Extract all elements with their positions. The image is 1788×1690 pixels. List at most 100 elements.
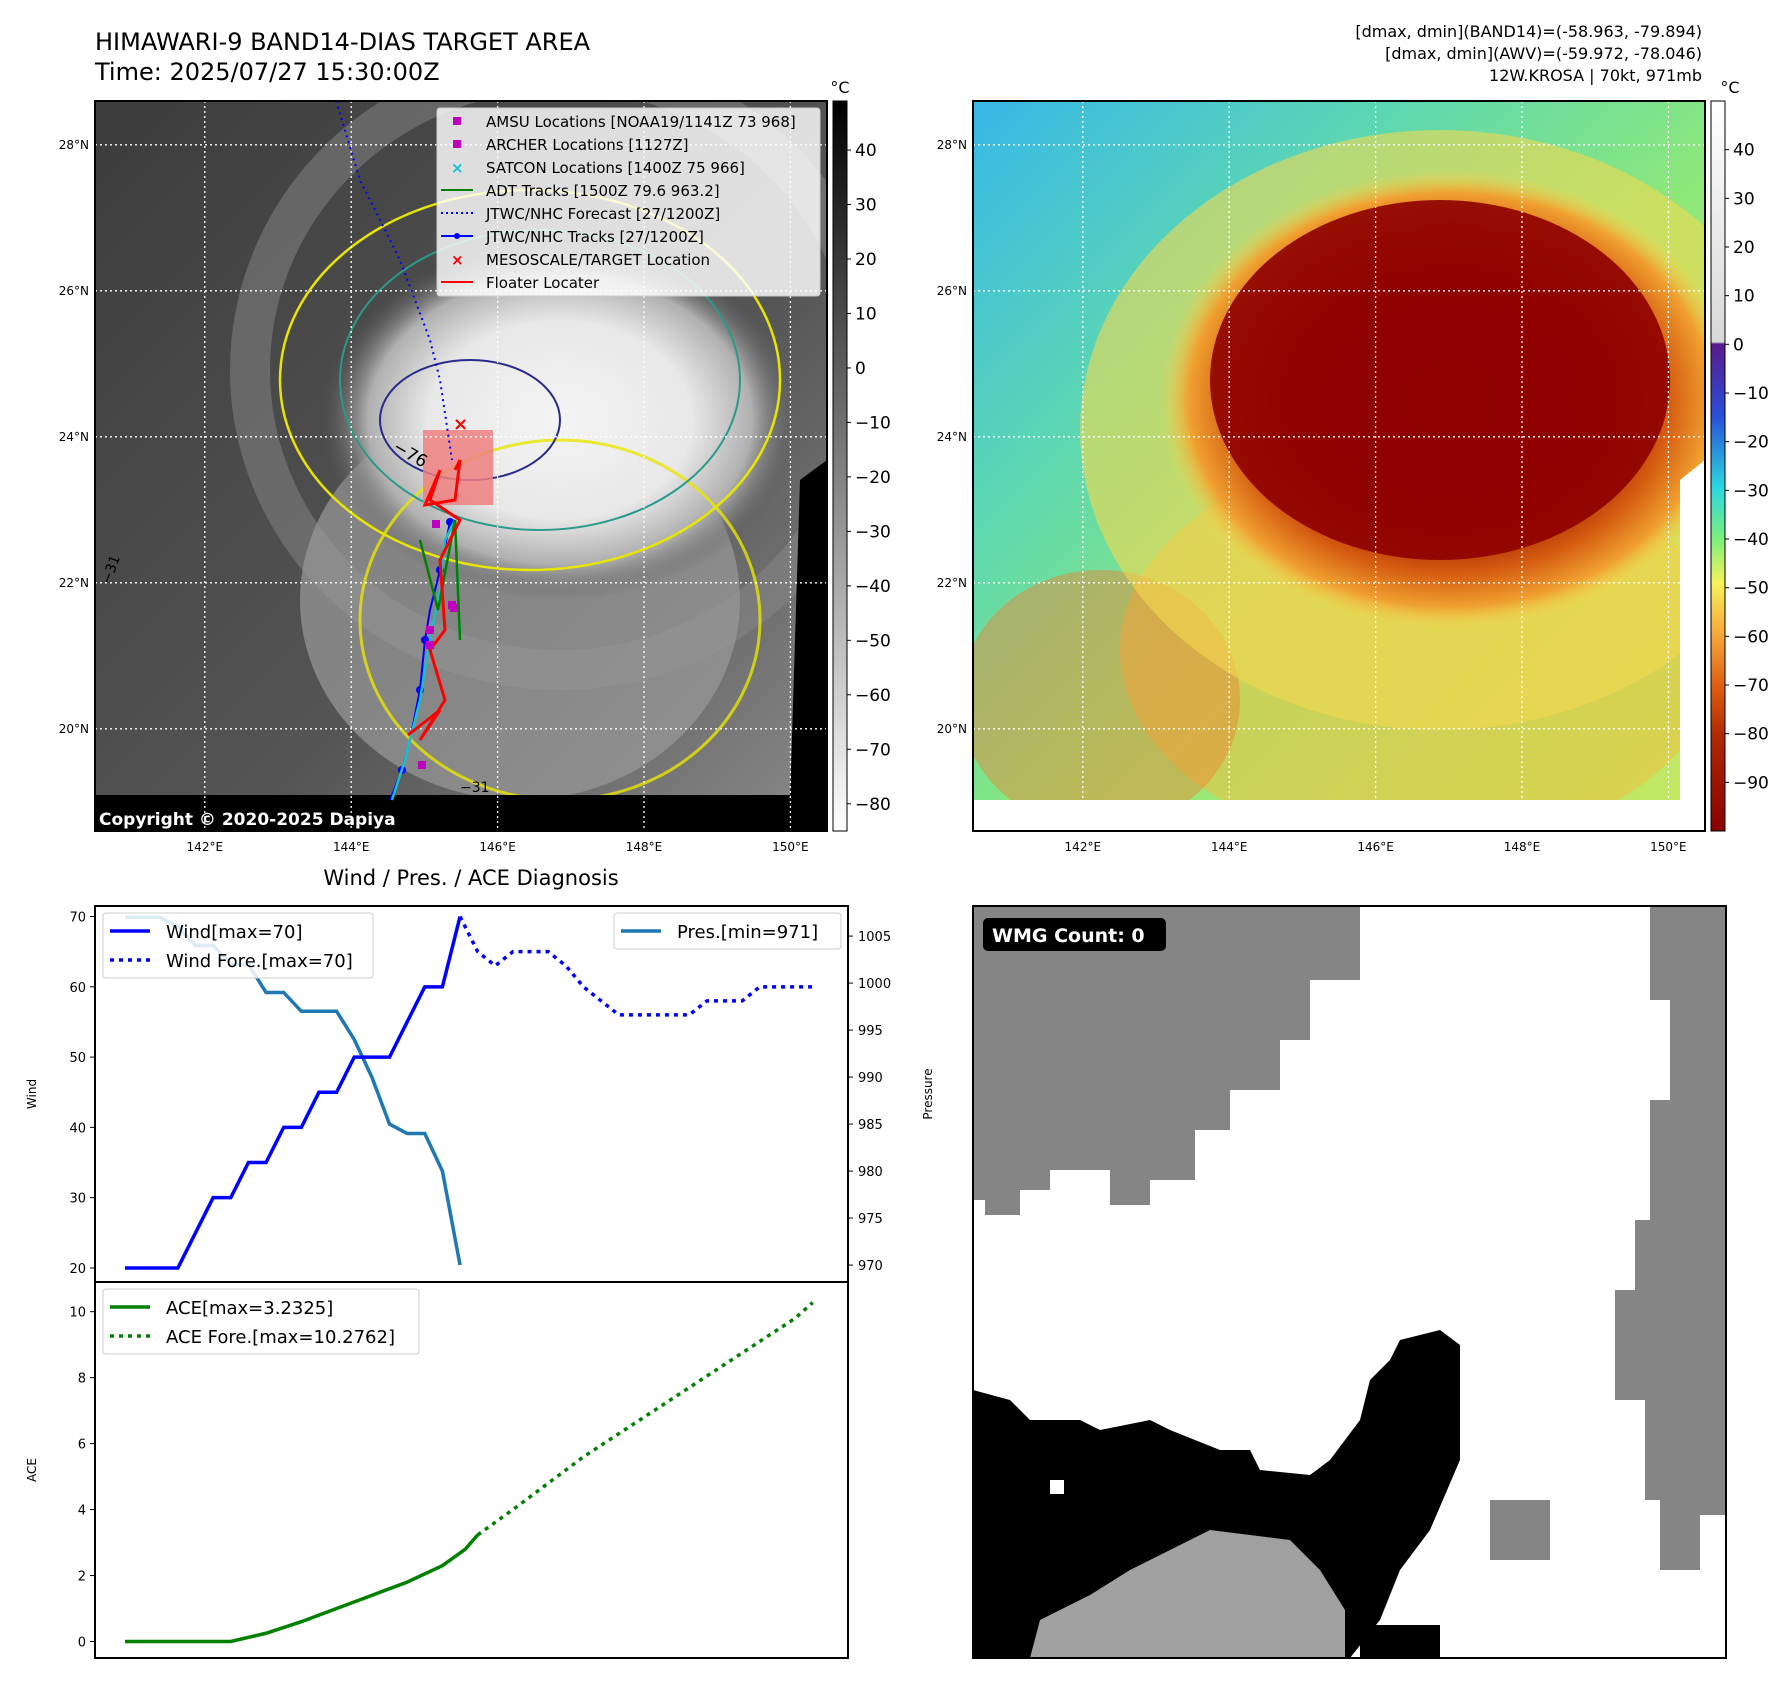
ace-tick-label: 2 bbox=[78, 1570, 86, 1585]
colorbar-tick-label: 10 bbox=[855, 304, 877, 324]
wmg-black-region bbox=[973, 1330, 1460, 1658]
wmg-badge-bg bbox=[983, 918, 1166, 951]
wind-tick-label: 30 bbox=[69, 1192, 86, 1207]
legend-satcon: SATCON Locations [1400Z 75 966] bbox=[486, 159, 745, 177]
colorbar-tick-label: −10 bbox=[1733, 384, 1769, 404]
wind-tick-label: 20 bbox=[69, 1262, 86, 1277]
wind-forecast-line bbox=[458, 915, 813, 1017]
lon-tick-label: 150°E bbox=[1650, 840, 1687, 854]
lat-tick-label: 22°N bbox=[937, 576, 967, 590]
pres-legend: Pres.[min=971] bbox=[613, 912, 842, 950]
legend-adt: ADT Tracks [1500Z 79.6 963.2] bbox=[486, 182, 720, 200]
legend-tracks: JTWC/NHC Tracks [27/1200Z] bbox=[485, 228, 704, 246]
colorbar-tick-label: 10 bbox=[1733, 287, 1755, 307]
colorbar-tick-label: −70 bbox=[855, 740, 891, 760]
archer-marker bbox=[426, 626, 434, 634]
lat-tick-label: 22°N bbox=[59, 576, 89, 590]
legend-forecast: JTWC/NHC Forecast [27/1200Z] bbox=[485, 205, 720, 223]
legend-floater: Floater Locater bbox=[486, 274, 600, 292]
wind-axis-label: Wind bbox=[25, 1079, 39, 1109]
lat-tick-label: 20°N bbox=[937, 722, 967, 736]
archer-marker bbox=[432, 520, 440, 528]
pressure-tick-label: 975 bbox=[858, 1212, 883, 1227]
wind-pressure-chart: Wind / Pres. / ACE Diagnosis Wind Pressu… bbox=[25, 866, 935, 1283]
legend-ace: ACE[max=3.2325] bbox=[166, 1298, 333, 1319]
target-marker: × bbox=[453, 414, 468, 435]
lat-tick-label: 26°N bbox=[59, 284, 89, 298]
pressure-tick-label: 1000 bbox=[858, 977, 891, 992]
legend-marker-target: × bbox=[451, 251, 464, 269]
legend-target: MESOSCALE/TARGET Location bbox=[486, 251, 710, 269]
lon-tick-label: 148°E bbox=[626, 840, 663, 854]
lon-tick-label: 150°E bbox=[772, 840, 809, 854]
ace-chart: ACE 10 8 6 4 2 0 ACE[max=3.2325] ACE Fore.[ma… bbox=[25, 1281, 849, 1659]
pressure-axis-label: Pressure bbox=[921, 1068, 935, 1119]
ace-tick-label: 4 bbox=[78, 1504, 86, 1519]
ace-series bbox=[124, 1301, 814, 1644]
adt-track bbox=[418, 519, 462, 641]
legend-marker-archer bbox=[453, 140, 461, 148]
colorbar-tick-label: −60 bbox=[1733, 627, 1769, 647]
ace-tick-label: 0 bbox=[78, 1636, 86, 1651]
ace-axis-ticks: 10 8 6 4 2 0 bbox=[69, 1306, 95, 1651]
contour-label-31-b: −31 bbox=[460, 780, 490, 796]
colorbar-tick-label: 20 bbox=[1733, 238, 1755, 258]
colorbar-tick-label: −20 bbox=[855, 468, 891, 488]
info-band14: [dmax, dmin](BAND14)=(-58.963, -79.894) bbox=[1355, 22, 1702, 41]
lat-tick-label: 28°N bbox=[937, 138, 967, 152]
awv-map-panel: 28°N 26°N 24°N 22°N 20°N 142°E 144°E 146°E 148°E… bbox=[937, 78, 1769, 854]
lat-tick-label: 28°N bbox=[59, 138, 89, 152]
ace-legend: ACE[max=3.2325] ACE Fore.[max=10.2762] bbox=[102, 1288, 420, 1355]
colorbar-tick-label: −50 bbox=[855, 631, 891, 651]
legend-amsu: AMSU Locations [NOAA19/1141Z 73 968] bbox=[486, 113, 796, 131]
ace-tick-label: 10 bbox=[69, 1306, 86, 1321]
colorbar-tick-label: −10 bbox=[855, 413, 891, 433]
lat-tick-label: 24°N bbox=[59, 430, 89, 444]
floater-track bbox=[407, 459, 462, 741]
legend-wind: Wind[max=70] bbox=[166, 922, 303, 943]
colorbar-tick-label: −60 bbox=[855, 686, 891, 706]
lat-tick-label: 24°N bbox=[937, 430, 967, 444]
colorbar-tick-label: −80 bbox=[1733, 725, 1769, 745]
colorbar-tick-label: −90 bbox=[1733, 773, 1769, 793]
copyright-label: Copyright © 2020-2025 Dapiya bbox=[99, 810, 396, 830]
lon-tick-label: 142°E bbox=[187, 840, 224, 854]
awv-colorbar-unit: °C bbox=[1720, 78, 1739, 97]
lon-tick-label: 142°E bbox=[1065, 840, 1102, 854]
colorbar-tick-label: −30 bbox=[855, 522, 891, 542]
ir-legend: AMSU Locations [NOAA19/1141Z 73 968] ARC… bbox=[436, 107, 821, 297]
pressure-tick-label: 990 bbox=[858, 1071, 883, 1086]
pressure-tick-label: 970 bbox=[858, 1259, 883, 1274]
archer-marker bbox=[450, 604, 458, 612]
ace-tick-label: 8 bbox=[78, 1372, 86, 1387]
wind-tick-label: 40 bbox=[69, 1121, 86, 1136]
time-subtitle: Time: 2025/07/27 15:30:00Z bbox=[94, 58, 440, 86]
colorbar-tick-label: −30 bbox=[1733, 481, 1769, 501]
ir-colorbar-unit: °C bbox=[830, 78, 849, 97]
awv-colorbar bbox=[1710, 100, 1726, 832]
legend-wind-fore: Wind Fore.[max=70] bbox=[166, 951, 353, 972]
forecast-track bbox=[335, 100, 453, 461]
ace-forecast-line bbox=[476, 1301, 814, 1537]
main-title: HIMAWARI-9 BAND14-DIAS TARGET AREA bbox=[95, 28, 591, 56]
lat-tick-label: 26°N bbox=[937, 284, 967, 298]
wind-tick-label: 60 bbox=[69, 981, 86, 996]
ir-storm-tracks: × bbox=[335, 100, 468, 801]
colorbar-tick-label: 30 bbox=[855, 196, 877, 216]
lon-tick-label: 148°E bbox=[1504, 840, 1541, 854]
wmg-gray-region bbox=[973, 906, 1726, 1570]
legend-pres: Pres.[min=971] bbox=[677, 922, 818, 943]
awv-imagery bbox=[973, 101, 1705, 831]
info-storm: 12W.KROSA | 70kt, 971mb bbox=[1489, 66, 1702, 85]
colorbar-tick-label: −70 bbox=[1733, 676, 1769, 696]
colorbar-tick-label: 0 bbox=[855, 359, 866, 379]
colorbar-tick-label: −40 bbox=[855, 577, 891, 597]
colorbar-tick-label: 40 bbox=[1733, 141, 1755, 161]
colorbar-tick-label: −50 bbox=[1733, 579, 1769, 599]
info-awv: [dmax, dmin](AWV)=(-59.972, -78.046) bbox=[1385, 44, 1702, 63]
lon-tick-label: 144°E bbox=[333, 840, 370, 854]
ace-axis-label: ACE bbox=[25, 1458, 39, 1482]
wind-tick-label: 50 bbox=[69, 1051, 86, 1066]
